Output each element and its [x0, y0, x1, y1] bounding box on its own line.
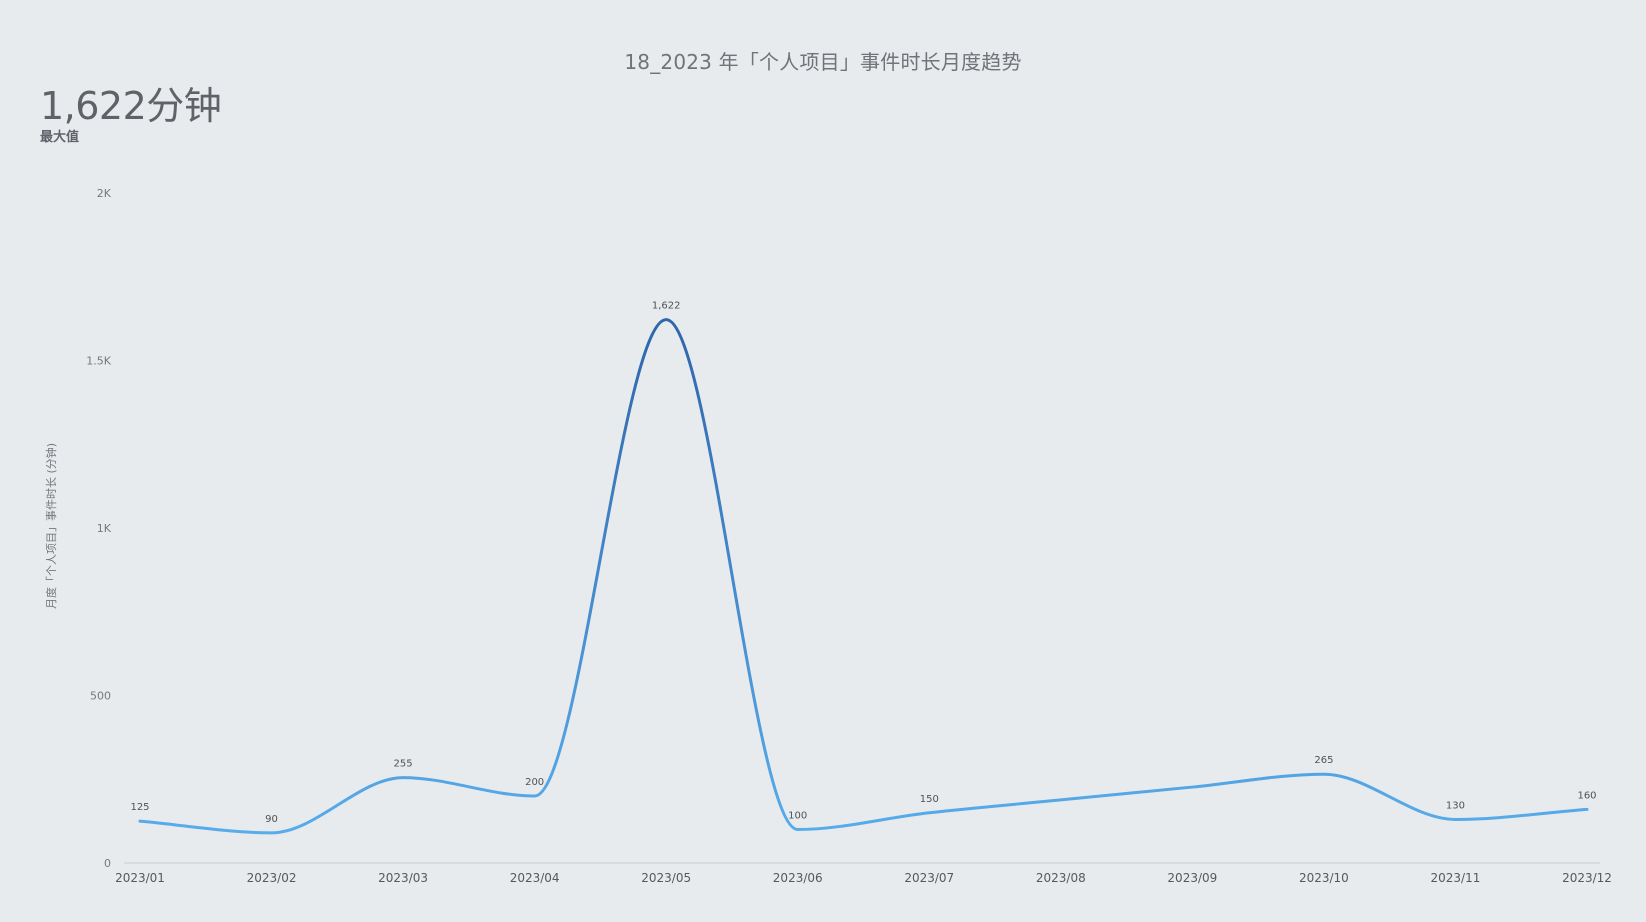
- x-tick-label: 2023/07: [904, 871, 954, 885]
- chart-title: 18_2023 年「个人项目」事件时长月度趋势: [624, 50, 1022, 74]
- y-tick-label: 1.5K: [86, 355, 111, 368]
- y-axis: 0 500 1K 1.5K 2K: [86, 187, 111, 870]
- x-tick-label: 2023/02: [247, 871, 297, 885]
- data-label: 90: [265, 814, 278, 825]
- y-tick-label: 500: [90, 690, 111, 703]
- x-tick-label: 2023/03: [378, 871, 428, 885]
- x-tick-label: 2023/08: [1036, 871, 1086, 885]
- x-axis: 2023/01 2023/02 2023/03 2023/04 2023/05 2023/…: [115, 871, 1612, 885]
- series-line: [138, 318, 1589, 835]
- data-label: 130: [1446, 800, 1465, 811]
- kpi-card: 1,622分钟 最大值: [40, 84, 222, 145]
- y-axis-title: 月度「个人项目」事件时长 (分钟): [44, 443, 58, 609]
- data-label: 150: [920, 794, 939, 805]
- x-tick-label: 2023/12: [1562, 871, 1612, 885]
- data-label: 200: [525, 777, 544, 788]
- x-tick-label: 2023/04: [510, 871, 560, 885]
- x-tick-label: 2023/01: [115, 871, 165, 885]
- kpi-label: 最大值: [40, 130, 80, 145]
- data-label: 100: [788, 811, 807, 822]
- data-label: 125: [130, 802, 149, 813]
- y-tick-label: 1K: [97, 522, 112, 535]
- data-label: 255: [394, 759, 413, 770]
- data-label: 160: [1577, 790, 1596, 801]
- data-labels: 125 90 255 200 1,622 100 150 265 130 160: [130, 301, 1596, 825]
- kpi-value: 1,622分钟: [40, 84, 222, 128]
- y-tick-label: 2K: [97, 187, 112, 200]
- x-tick-label: 2023/05: [641, 871, 691, 885]
- data-label: 1,622: [652, 301, 681, 312]
- y-tick-label: 0: [104, 857, 111, 870]
- x-tick-label: 2023/09: [1167, 871, 1217, 885]
- data-label: 265: [1314, 755, 1333, 766]
- x-tick-label: 2023/11: [1431, 871, 1481, 885]
- x-tick-label: 2023/10: [1299, 871, 1349, 885]
- x-tick-label: 2023/06: [773, 871, 823, 885]
